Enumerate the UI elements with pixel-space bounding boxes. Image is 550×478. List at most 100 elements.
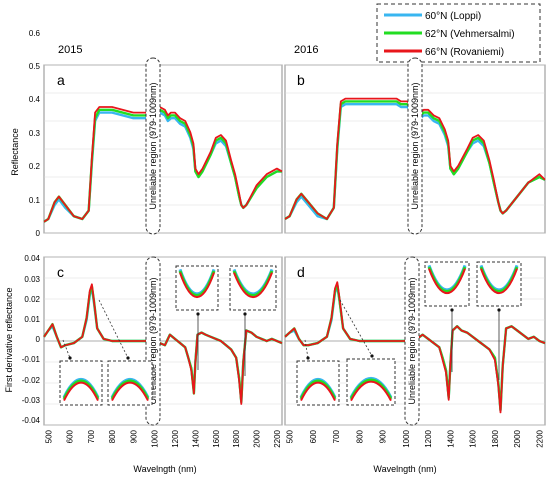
unreliable-region-a: Unreliable region (979-1009nm) [145, 57, 161, 235]
panel-c-plot [43, 283, 283, 405]
inset-d-1 [296, 339, 340, 406]
panel-a-plot [43, 106, 283, 223]
x-tick-c-5: 1000 [151, 429, 160, 447]
x-ticks-right: 500 600 700 800 900 1000 1200 1400 1600 1800 2000 2… [286, 429, 545, 447]
y-axis-title-derivative: First derivative reflectance [4, 287, 14, 392]
x-tick-d-7: 1400 [446, 429, 455, 447]
y-tick-refl-3: 0.3 [29, 129, 41, 138]
x-tick-d-3: 800 [355, 429, 364, 443]
x-tick-c-4: 900 [129, 429, 138, 443]
series-line-c-3 [43, 283, 283, 405]
x-tick-c-11: 2200 [273, 429, 282, 447]
legend-label-loppi: 60°N (Loppi) [425, 11, 481, 22]
x-tick-d-6: 1200 [424, 429, 433, 447]
y-tick-refl-4: 0.4 [29, 95, 41, 104]
unreliable-box-d [404, 256, 420, 426]
y-tick-der-5: -0.01 [22, 355, 41, 364]
y-tick-der-6: -0.02 [22, 376, 41, 385]
inset-d-1-curve-3 [300, 381, 336, 402]
x-tick-d-1: 600 [309, 429, 318, 443]
unreliable-region-b: Unreliable region (979-1009nm) [407, 57, 423, 235]
x-tick-d-4: 900 [379, 429, 388, 443]
inset-d-4-curve-3 [480, 268, 518, 295]
y-tick-refl-2: 0.2 [29, 162, 41, 171]
panel-letter-d: d [297, 264, 305, 280]
inset-d-3 [424, 261, 470, 372]
x-ticks-left: 500 600 700 800 900 1000 1200 1400 1600 1800 2000 2… [44, 429, 282, 447]
x-axis-title-right: Wavelngth (nm) [373, 464, 436, 474]
y-tick-refl-0: 0 [36, 229, 41, 238]
inset-c-1-curve-3 [63, 381, 99, 402]
x-tick-c-6: 1200 [171, 429, 180, 447]
inset-d-2 [339, 299, 396, 406]
inset-c-3-curve-3 [179, 272, 215, 298]
inset-c-4 [229, 265, 277, 376]
y-ticks-derivative: 0.04 0.03 0.02 0.01 0 -0.01 -0.02 -0.03 … [22, 254, 41, 425]
inset-c-1-arrow [62, 339, 71, 359]
inset-c-2-curve-3 [111, 381, 149, 402]
x-tick-c-3: 800 [108, 429, 117, 443]
inset-c-3 [175, 265, 219, 370]
x-tick-d-10: 2000 [513, 429, 522, 447]
x-tick-d-2: 700 [332, 429, 341, 443]
y-tick-refl-5: 0.5 [29, 62, 41, 71]
series-line-d-3 [284, 281, 546, 414]
inset-d-4-frame [476, 261, 522, 307]
panel-letter-a: a [57, 72, 65, 88]
x-tick-d-8: 1600 [469, 429, 478, 447]
y-tick-der-7: -0.03 [22, 396, 41, 405]
x-tick-c-8: 1600 [212, 429, 221, 447]
x-axis-title-left: Wavelngth (nm) [133, 464, 196, 474]
x-tick-c-2: 700 [87, 429, 96, 443]
legend-label-vehmersalmi: 62°N (Vehmersalmi) [425, 29, 515, 40]
year-label-right: 2016 [294, 44, 318, 56]
panel-letter-b: b [297, 72, 305, 88]
inset-c-1-arrowhead [68, 356, 72, 360]
inset-d-3-curve-3 [428, 268, 466, 295]
zoom-insets [59, 261, 522, 406]
panel-a-grid [44, 64, 282, 234]
y-tick-der-0: 0.04 [24, 254, 40, 263]
year-label-left: 2015 [58, 44, 82, 56]
panel-letter-c: c [57, 264, 64, 280]
inset-d-3-frame [424, 261, 470, 307]
y-tick-refl-6: 0.6 [29, 29, 41, 38]
inset-d-1-frame [296, 360, 340, 406]
y-ticks-reflectance: 0 0.1 0.2 0.3 0.4 0.5 [29, 62, 41, 238]
x-tick-d-5: 1000 [402, 429, 411, 447]
inset-c-2-arrow [98, 299, 129, 359]
inset-d-1-arrowhead [306, 356, 310, 360]
inset-c-2 [98, 299, 153, 406]
unreliable-label-a: Unreliable region (979-1009nm) [148, 82, 158, 209]
y-axis-title-reflectance: Reflectance [10, 128, 20, 176]
x-tick-c-10: 2000 [253, 429, 262, 447]
inset-c-4-arrowhead [243, 312, 247, 316]
y-tick-der-2: 0.02 [24, 295, 40, 304]
panel-b-plot [284, 97, 546, 221]
legend: 60°N (Loppi) 62°N (Vehmersalmi) 66°N (Ro… [376, 3, 541, 63]
legend-label-rovaniemi: 66°N (Rovaniemi) [425, 47, 504, 58]
unreliable-box-a [145, 57, 161, 235]
unreliable-box-b [407, 57, 423, 235]
inset-c-4-curve-3 [233, 272, 273, 299]
inset-d-2-arrow [339, 299, 373, 357]
x-tick-c-9: 1800 [232, 429, 241, 447]
inset-d-2-curve-3 [350, 380, 392, 402]
x-tick-d-0: 500 [286, 429, 295, 443]
unreliable-label-d: Unreliable region (979-1009nm) [407, 277, 417, 404]
inset-d-3-arrowhead [450, 308, 454, 312]
unreliable-region-d: Unreliable region (979-1009nm) [404, 256, 420, 426]
series-line-a-3 [43, 106, 283, 223]
inset-c-3-arrowhead [196, 312, 200, 316]
inset-d-4-arrowhead [497, 308, 501, 312]
x-tick-c-7: 1400 [191, 429, 200, 447]
panel-d-plot [284, 281, 546, 414]
inset-c-4-frame [229, 265, 277, 311]
unreliable-label-b: Unreliable region (979-1009nm) [410, 82, 420, 209]
x-tick-d-11: 2200 [535, 429, 544, 447]
y-tick-der-8: -0.04 [22, 416, 41, 425]
y-tick-der-3: 0.01 [24, 315, 40, 324]
y-tick-der-1: 0.03 [24, 275, 40, 284]
x-tick-c-0: 500 [44, 429, 53, 443]
